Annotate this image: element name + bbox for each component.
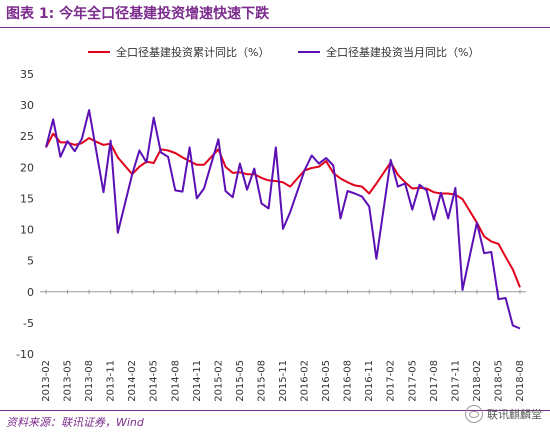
y-tick-label: 25	[20, 130, 34, 143]
watermark: 联讯麒麟堂	[465, 405, 542, 423]
wechat-icon	[465, 405, 483, 423]
x-tick-label: 2017-11	[450, 360, 461, 402]
x-tick-label: 2015-02	[213, 360, 224, 402]
y-tick-label: -5	[23, 317, 34, 330]
x-tick-label: 2016-05	[321, 360, 332, 402]
x-tick-label: 2016-11	[364, 360, 375, 402]
legend-label: 全口径基建投资当月同比（%）	[326, 45, 479, 59]
series-line-cumulative	[45, 132, 521, 288]
source-note: 资料来源：联讯证券，Wind	[6, 416, 144, 429]
x-tick-label: 2013-05	[63, 360, 74, 402]
x-tick-label: 2017-05	[407, 360, 418, 402]
x-tick-label: 2015-08	[256, 360, 267, 402]
title-divider	[0, 27, 550, 28]
y-tick-label: 10	[20, 224, 34, 237]
x-tick-label: 2015-11	[278, 360, 289, 402]
x-tick-label: 2016-08	[343, 360, 354, 402]
x-tick-label: 2013-11	[106, 360, 117, 402]
y-tick-label: 30	[20, 99, 34, 112]
y-tick-label: 0	[27, 286, 34, 299]
x-tick-label: 2017-08	[429, 360, 440, 402]
line-chart: -10 -5 0 5 10 15 20 25 30 35 2013-02 2013-05 2013-08…	[16, 45, 526, 402]
x-tick-label: 2014-08	[170, 360, 181, 402]
x-tick-label: 2018-08	[515, 360, 526, 402]
y-tick-label: 5	[27, 255, 34, 268]
x-tick-label: 2018-02	[472, 360, 483, 402]
series-line-monthly	[45, 109, 521, 330]
y-tick-label: 15	[20, 192, 34, 205]
x-tick-label: 2014-05	[149, 360, 160, 402]
page-title: 图表 1: 今年全口径基建投资增速快速下跌	[6, 6, 270, 22]
watermark-label: 联讯麒麟堂	[487, 408, 542, 421]
x-tick-label: 2013-02	[41, 360, 52, 402]
x-tick-label: 2014-11	[192, 360, 203, 402]
footer-divider	[0, 410, 550, 411]
x-tick-label: 2015-05	[235, 360, 246, 402]
y-tick-label: 20	[20, 161, 34, 174]
x-tick-label: 2018-05	[493, 360, 504, 402]
y-tick-label: -10	[16, 348, 34, 361]
legend-label: 全口径基建投资累计同比（%）	[116, 45, 269, 59]
x-tick-label: 2017-02	[386, 360, 397, 402]
x-tick-label: 2016-02	[300, 360, 311, 402]
x-tick-label: 2014-02	[127, 360, 138, 402]
x-tick-label: 2013-08	[84, 360, 95, 402]
y-tick-label: 35	[20, 68, 34, 81]
